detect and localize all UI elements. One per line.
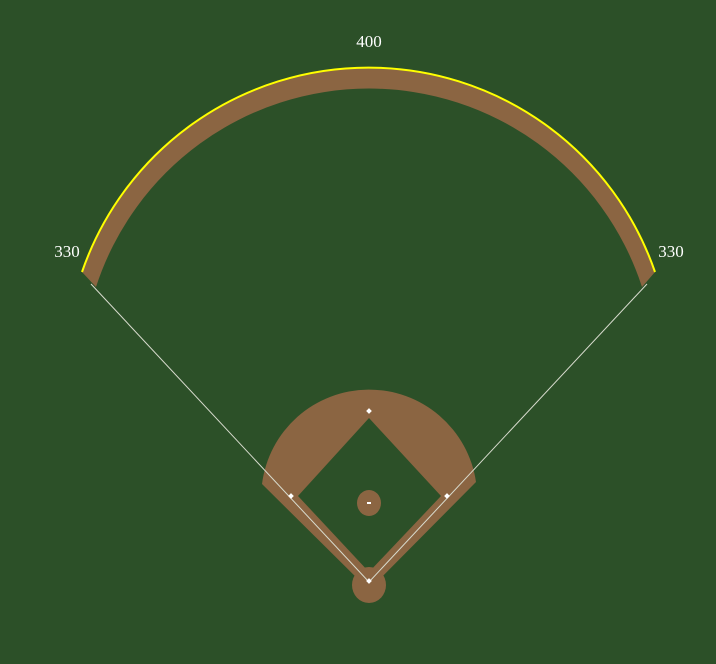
second-base — [366, 408, 372, 414]
home-plate-circle — [352, 567, 386, 603]
pitchers-rubber — [367, 502, 371, 504]
right-foul-line — [368, 283, 648, 583]
warning-track — [82, 67, 655, 288]
center-field-distance: 400 — [356, 32, 382, 51]
outfield-fence — [81, 66, 656, 273]
left-field-distance: 330 — [54, 242, 80, 261]
first-base — [444, 493, 450, 499]
home-plate — [366, 578, 372, 584]
right-field-distance: 330 — [658, 242, 684, 261]
third-base — [288, 493, 294, 499]
left-foul-line — [90, 283, 370, 583]
